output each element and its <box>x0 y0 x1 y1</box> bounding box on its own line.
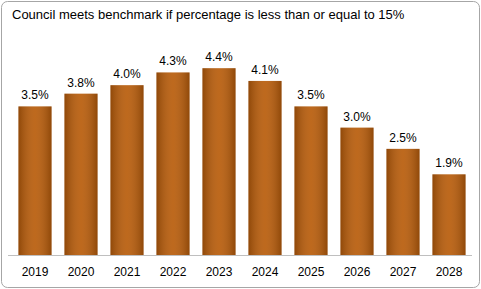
bars <box>18 68 465 255</box>
bar-shade <box>110 85 143 255</box>
bar <box>156 72 189 255</box>
data-label: 4.1% <box>251 63 279 77</box>
data-label: 3.8% <box>67 76 95 90</box>
bar-shade <box>202 68 235 255</box>
data-label: 3.5% <box>297 88 325 102</box>
category-label: 2019 <box>22 265 49 279</box>
bar-group <box>386 149 419 255</box>
bar-group <box>248 81 281 255</box>
bar-group <box>156 72 189 255</box>
data-label: 1.9% <box>435 156 463 170</box>
data-label: 2.5% <box>389 131 417 145</box>
bar-shade <box>386 149 419 255</box>
bar <box>432 174 465 255</box>
bar <box>386 149 419 255</box>
bar-group <box>202 68 235 255</box>
category-label: 2024 <box>252 265 279 279</box>
bar-shade <box>340 128 373 255</box>
data-label: 3.5% <box>21 88 49 102</box>
category-label: 2027 <box>390 265 417 279</box>
bar-group <box>340 128 373 255</box>
data-label: 4.3% <box>159 54 187 68</box>
bar-shade <box>432 174 465 255</box>
category-label: 2028 <box>436 265 463 279</box>
bar <box>294 106 327 255</box>
bar-shade <box>248 81 281 255</box>
bar <box>18 106 51 255</box>
chart-title: Council meets benchmark if percentage is… <box>12 7 405 22</box>
category-label: 2021 <box>114 265 141 279</box>
category-label: 2026 <box>344 265 371 279</box>
bar-shade <box>64 94 97 255</box>
data-label: 3.0% <box>343 110 371 124</box>
chart-frame <box>2 2 480 288</box>
bar-group <box>18 106 51 255</box>
bar <box>64 94 97 255</box>
category-label: 2022 <box>160 265 187 279</box>
category-label: 2020 <box>68 265 95 279</box>
bar-group <box>294 106 327 255</box>
category-label: 2025 <box>298 265 325 279</box>
bar-shade <box>294 106 327 255</box>
bar-shade <box>156 72 189 255</box>
bar <box>340 128 373 255</box>
data-label: 4.0% <box>113 67 141 81</box>
bar-group <box>432 174 465 255</box>
bar <box>110 85 143 255</box>
bar <box>248 81 281 255</box>
bar <box>202 68 235 255</box>
bar-shade <box>18 106 51 255</box>
bar-group <box>110 85 143 255</box>
labels: 3.5% 2019 3.8% 2020 4.0% 2021 4.3% 2022 4.4% 2023… <box>21 50 463 279</box>
bar-group <box>64 94 97 255</box>
chart: Council meets benchmark if percentage is… <box>0 0 481 289</box>
x-axis-line <box>8 255 472 256</box>
category-label: 2023 <box>206 265 233 279</box>
data-label: 4.4% <box>205 50 233 64</box>
